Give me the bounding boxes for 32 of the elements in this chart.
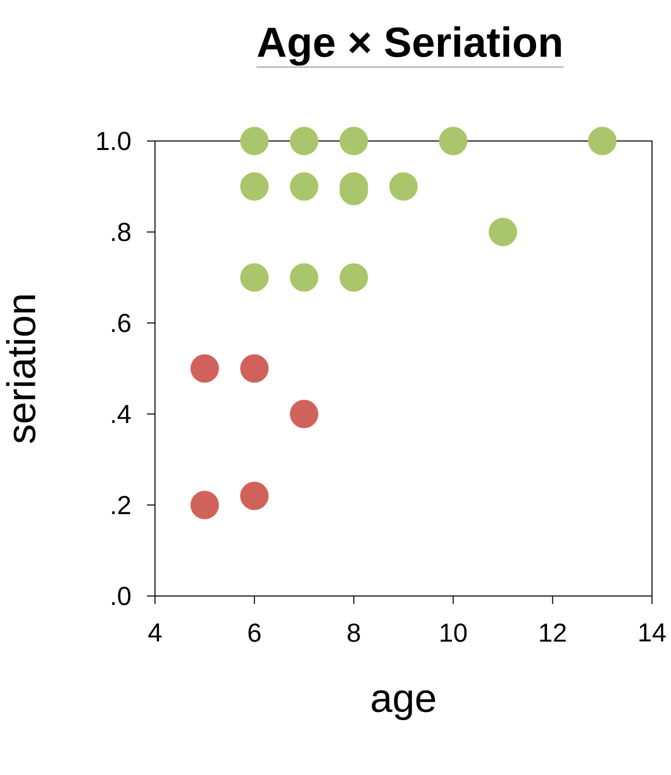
point xyxy=(240,172,269,201)
y-axis-title: seriation xyxy=(6,296,36,443)
point xyxy=(240,482,269,510)
y-tick-label: .2 xyxy=(112,496,130,514)
point xyxy=(488,218,518,246)
point xyxy=(389,172,418,201)
chart-title: Age × Seriation xyxy=(258,26,561,66)
point xyxy=(240,263,269,292)
y-tick-label: .4 xyxy=(112,405,131,423)
y-tick-label: 1.0 xyxy=(97,132,130,150)
point xyxy=(240,354,269,383)
x-tick-label: 12 xyxy=(540,624,566,642)
y-tick-label: .8 xyxy=(112,222,130,242)
point xyxy=(290,126,318,156)
x-tick-label: 10 xyxy=(440,624,467,642)
point xyxy=(190,490,219,520)
x-tick-label: 6 xyxy=(248,624,260,642)
x-tick-label: 8 xyxy=(348,624,360,642)
point xyxy=(290,172,318,201)
point xyxy=(240,126,269,156)
point xyxy=(588,126,617,156)
x-tick-label: 4 xyxy=(148,624,162,642)
point xyxy=(190,354,219,383)
y-tick-label: .0 xyxy=(112,586,130,606)
point xyxy=(439,126,468,156)
point xyxy=(290,263,318,292)
point xyxy=(340,126,368,156)
point xyxy=(290,400,318,428)
y-tick-label: .6 xyxy=(112,314,130,332)
x-axis-title: age xyxy=(372,690,436,720)
x-tick-label: 14 xyxy=(640,624,666,642)
point xyxy=(340,263,368,292)
